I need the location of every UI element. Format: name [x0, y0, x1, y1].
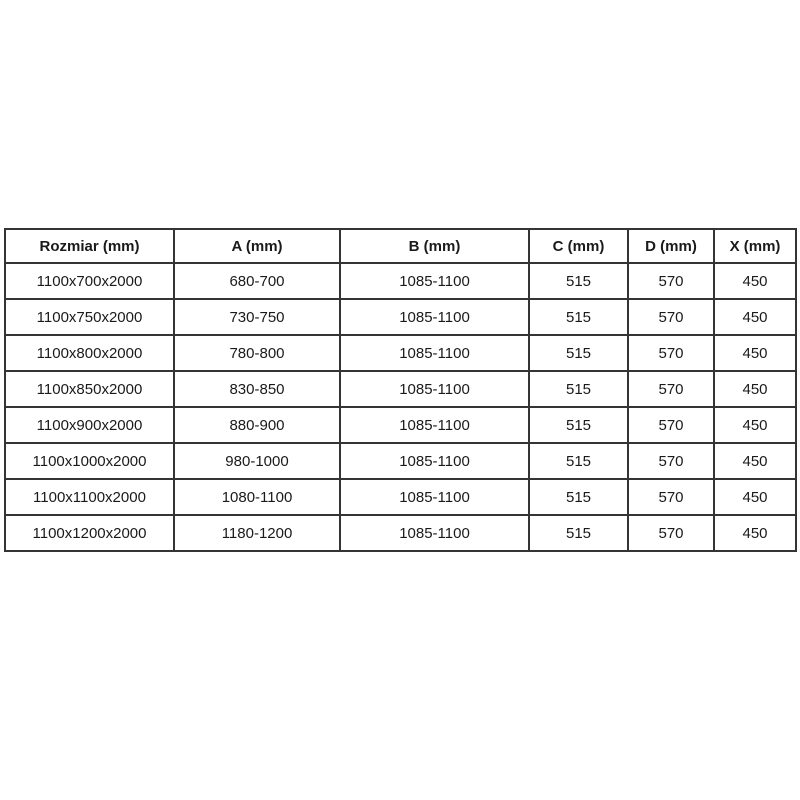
- table-row: 1100x1200x2000 1180-1200 1085-1100 515 5…: [4, 514, 797, 552]
- cell-a: 1080-1100: [173, 478, 341, 516]
- cell-d: 570: [627, 262, 715, 300]
- cell-d: 570: [627, 370, 715, 408]
- column-header-d: D (mm): [627, 228, 715, 264]
- cell-c: 515: [528, 334, 629, 372]
- size-spec-table-container: Rozmiar (mm) A (mm) B (mm) C (mm) D (mm)…: [4, 228, 797, 552]
- cell-a: 730-750: [173, 298, 341, 336]
- cell-a: 680-700: [173, 262, 341, 300]
- cell-c: 515: [528, 442, 629, 480]
- cell-size: 1100x1000x2000: [4, 442, 175, 480]
- size-spec-table: Rozmiar (mm) A (mm) B (mm) C (mm) D (mm)…: [4, 228, 797, 552]
- cell-d: 570: [627, 514, 715, 552]
- cell-a: 980-1000: [173, 442, 341, 480]
- cell-a: 780-800: [173, 334, 341, 372]
- cell-x: 450: [713, 442, 797, 480]
- cell-b: 1085-1100: [339, 370, 530, 408]
- cell-a: 830-850: [173, 370, 341, 408]
- cell-b: 1085-1100: [339, 262, 530, 300]
- cell-size: 1100x1200x2000: [4, 514, 175, 552]
- table-row: 1100x750x2000 730-750 1085-1100 515 570 …: [4, 298, 797, 336]
- cell-size: 1100x850x2000: [4, 370, 175, 408]
- cell-size: 1100x1100x2000: [4, 478, 175, 516]
- cell-b: 1085-1100: [339, 334, 530, 372]
- cell-size: 1100x700x2000: [4, 262, 175, 300]
- cell-x: 450: [713, 514, 797, 552]
- column-header-rozmiar: Rozmiar (mm): [4, 228, 175, 264]
- cell-c: 515: [528, 370, 629, 408]
- cell-d: 570: [627, 406, 715, 444]
- cell-d: 570: [627, 442, 715, 480]
- cell-a: 1180-1200: [173, 514, 341, 552]
- table-row: 1100x850x2000 830-850 1085-1100 515 570 …: [4, 370, 797, 408]
- cell-d: 570: [627, 478, 715, 516]
- table-row: 1100x900x2000 880-900 1085-1100 515 570 …: [4, 406, 797, 444]
- column-header-x: X (mm): [713, 228, 797, 264]
- cell-x: 450: [713, 406, 797, 444]
- table-row: 1100x700x2000 680-700 1085-1100 515 570 …: [4, 262, 797, 300]
- cell-x: 450: [713, 262, 797, 300]
- column-header-b: B (mm): [339, 228, 530, 264]
- cell-x: 450: [713, 478, 797, 516]
- cell-size: 1100x800x2000: [4, 334, 175, 372]
- cell-size: 1100x900x2000: [4, 406, 175, 444]
- table-row: 1100x1100x2000 1080-1100 1085-1100 515 5…: [4, 478, 797, 516]
- cell-b: 1085-1100: [339, 514, 530, 552]
- cell-b: 1085-1100: [339, 406, 530, 444]
- table-row: 1100x1000x2000 980-1000 1085-1100 515 57…: [4, 442, 797, 480]
- cell-x: 450: [713, 334, 797, 372]
- cell-b: 1085-1100: [339, 478, 530, 516]
- cell-d: 570: [627, 334, 715, 372]
- cell-b: 1085-1100: [339, 298, 530, 336]
- cell-d: 570: [627, 298, 715, 336]
- cell-x: 450: [713, 298, 797, 336]
- cell-c: 515: [528, 514, 629, 552]
- column-header-c: C (mm): [528, 228, 629, 264]
- cell-c: 515: [528, 478, 629, 516]
- table-row: 1100x800x2000 780-800 1085-1100 515 570 …: [4, 334, 797, 372]
- cell-c: 515: [528, 298, 629, 336]
- table-header-row: Rozmiar (mm) A (mm) B (mm) C (mm) D (mm)…: [4, 228, 797, 264]
- cell-c: 515: [528, 262, 629, 300]
- column-header-a: A (mm): [173, 228, 341, 264]
- cell-x: 450: [713, 370, 797, 408]
- cell-size: 1100x750x2000: [4, 298, 175, 336]
- cell-b: 1085-1100: [339, 442, 530, 480]
- cell-a: 880-900: [173, 406, 341, 444]
- cell-c: 515: [528, 406, 629, 444]
